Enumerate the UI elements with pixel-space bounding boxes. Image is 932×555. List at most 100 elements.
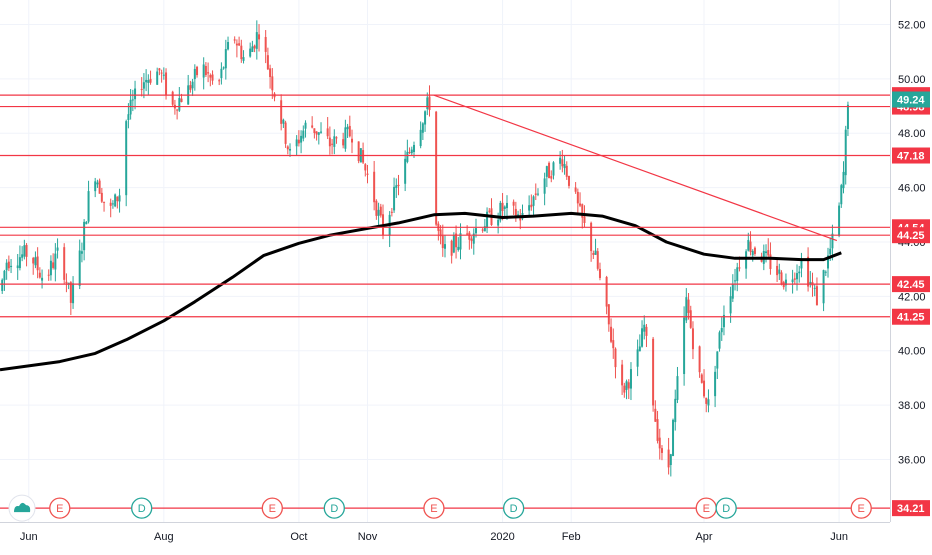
candle-body bbox=[280, 100, 283, 124]
candle-body bbox=[165, 72, 168, 95]
last-price-badge[interactable] bbox=[892, 91, 930, 108]
candle-body bbox=[34, 257, 37, 266]
price-tick-label: 50.00 bbox=[898, 74, 926, 86]
level-price-badge-text: 42.45 bbox=[897, 279, 925, 291]
candle-body bbox=[421, 123, 424, 133]
candle-body bbox=[645, 326, 648, 336]
candle-body bbox=[503, 206, 506, 209]
candle-body bbox=[326, 128, 329, 137]
earnings-marker[interactable] bbox=[49, 497, 71, 519]
candle-body bbox=[607, 304, 610, 325]
price-tick-label: 42.00 bbox=[898, 291, 926, 303]
candle-body bbox=[483, 226, 486, 232]
candle-body bbox=[658, 437, 661, 449]
candle-body bbox=[251, 46, 254, 52]
candle-body bbox=[698, 346, 701, 373]
candle-body bbox=[395, 185, 398, 188]
earnings-marker[interactable] bbox=[423, 497, 445, 519]
candle-body bbox=[468, 232, 471, 240]
level-price-badge[interactable] bbox=[892, 227, 930, 244]
candle-body bbox=[636, 349, 639, 367]
candle-body bbox=[729, 296, 732, 314]
candle-body bbox=[85, 221, 88, 225]
candle-body bbox=[827, 255, 830, 269]
candle-body bbox=[142, 82, 145, 89]
event-marker-label: D bbox=[138, 503, 146, 515]
candle-body bbox=[605, 276, 608, 307]
candle-body bbox=[286, 146, 289, 150]
earnings-marker[interactable] bbox=[850, 497, 872, 519]
candle-body bbox=[625, 381, 628, 390]
candle-body bbox=[406, 151, 409, 162]
candle-body bbox=[627, 382, 630, 389]
candle-body bbox=[470, 238, 473, 242]
candle-body bbox=[720, 328, 723, 333]
candle-body bbox=[474, 228, 477, 234]
candle-body bbox=[528, 205, 531, 211]
dividend-marker[interactable] bbox=[131, 497, 153, 519]
dividend-marker[interactable] bbox=[502, 497, 525, 519]
candlesticks bbox=[1, 20, 849, 477]
dividend-marker[interactable] bbox=[323, 497, 345, 519]
candle-body bbox=[784, 279, 787, 286]
candle-body bbox=[809, 281, 812, 285]
level-price-badge[interactable] bbox=[892, 147, 930, 164]
tradingview-cloud-icon[interactable] bbox=[8, 494, 36, 522]
candle-body bbox=[596, 251, 599, 269]
candle-body bbox=[769, 254, 772, 269]
candle-body bbox=[204, 66, 207, 76]
candle-body bbox=[612, 340, 615, 349]
candle-body bbox=[160, 72, 163, 74]
level-price-badge-text: 41.25 bbox=[897, 312, 925, 324]
candle-body bbox=[253, 45, 256, 49]
candle-body bbox=[118, 195, 121, 202]
candle-body bbox=[703, 380, 706, 397]
candle-body bbox=[328, 137, 331, 147]
trendline-segment[interactable] bbox=[433, 94, 838, 242]
candle-body bbox=[450, 240, 453, 256]
candle-body bbox=[235, 43, 238, 46]
candle-body bbox=[534, 193, 537, 195]
candle-body bbox=[196, 66, 199, 76]
candle-body bbox=[36, 256, 39, 271]
earnings-marker[interactable] bbox=[261, 497, 283, 519]
candle-body bbox=[590, 222, 593, 252]
candle-body bbox=[242, 57, 245, 61]
dividend-marker[interactable] bbox=[715, 497, 737, 519]
candle-body bbox=[171, 91, 174, 105]
candle-body bbox=[831, 233, 834, 249]
time-axis[interactable]: Jun Aug Oct Nov 2020 Feb Apr Jun bbox=[0, 522, 890, 550]
candle-body bbox=[149, 78, 152, 83]
level-price-badge[interactable] bbox=[892, 276, 930, 293]
time-tick-label: Jun bbox=[20, 531, 38, 543]
horizontal-levels[interactable] bbox=[0, 94, 890, 509]
level-price-badge[interactable] bbox=[892, 500, 930, 517]
candle-body bbox=[753, 247, 756, 254]
candle-body bbox=[125, 121, 128, 196]
candle-body bbox=[271, 76, 274, 91]
candle-body bbox=[366, 173, 369, 175]
event-marker-label: E bbox=[56, 503, 63, 515]
time-tick-label: Feb bbox=[562, 531, 581, 543]
candle-body bbox=[749, 241, 752, 253]
candle-body bbox=[567, 175, 570, 186]
candle-body bbox=[654, 408, 657, 422]
trendline[interactable] bbox=[433, 94, 838, 242]
candle-body bbox=[652, 338, 655, 406]
candle-body bbox=[488, 210, 491, 212]
price-axis[interactable]: 52.0050.0048.0046.0044.0042.0040.0038.00… bbox=[890, 0, 932, 550]
candle-body bbox=[579, 203, 582, 206]
candle-body bbox=[240, 45, 243, 60]
candle-body bbox=[793, 278, 796, 280]
moving-average-line bbox=[0, 211, 842, 372]
candle-body bbox=[5, 262, 8, 271]
candle-body bbox=[641, 328, 644, 347]
candle-body bbox=[145, 79, 148, 83]
level-price-badge[interactable] bbox=[892, 308, 930, 325]
candle-body bbox=[191, 81, 194, 89]
candle-body bbox=[459, 233, 462, 250]
candle-body bbox=[598, 268, 601, 278]
